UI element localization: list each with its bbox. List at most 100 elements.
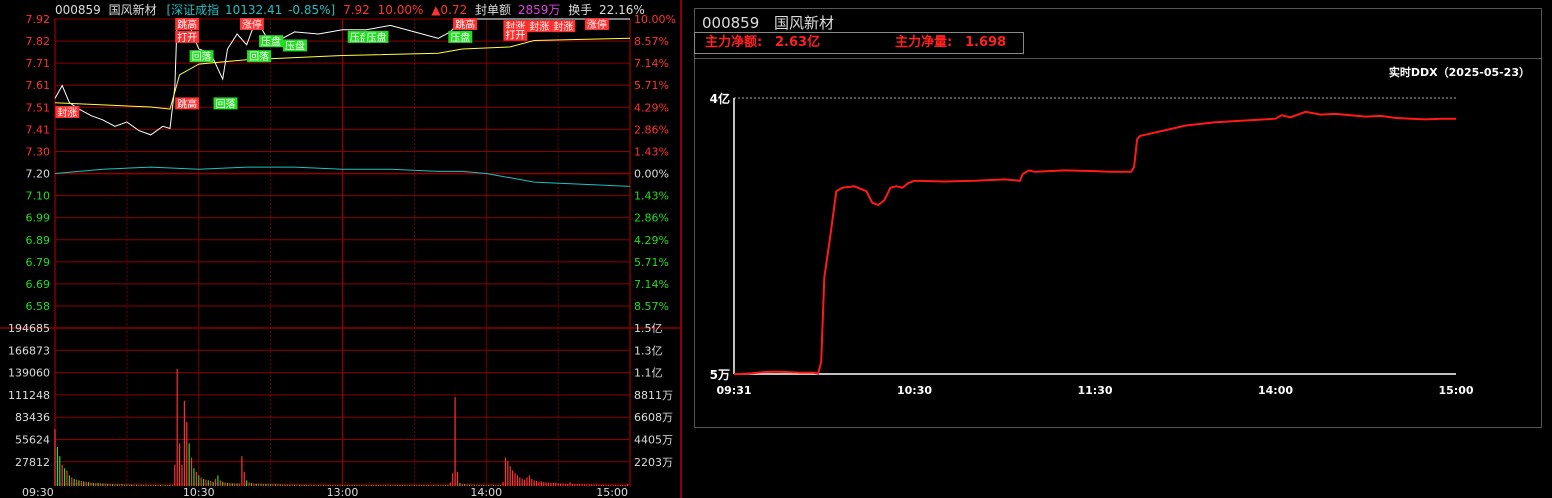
annotation-tag-label: 封涨 <box>529 20 549 33</box>
annotation-tag-bg <box>453 18 478 30</box>
annotation-tag-label: 封涨 <box>553 20 573 33</box>
annotation-tag-label: 涨停 <box>242 18 262 31</box>
last-price: 7.92 <box>343 3 370 17</box>
volume-tick-label: 83436 <box>15 411 50 424</box>
ddx-plot-area: 实时DDX（2025-05-23） 4亿 5万 09:31 10:30 11:30 14:0… <box>710 65 1530 397</box>
annotation-tag: 封涨 <box>527 20 552 33</box>
ddx-x-tick-label: 15:00 <box>1438 384 1473 397</box>
price-tick-label: 6.79 <box>26 256 51 269</box>
intraday-header: 000859 国风新材 [深证成指 10132.41 -0.85%] 7.92 … <box>55 2 645 17</box>
annotation-tag: 涨停 <box>239 18 264 31</box>
annotation-tag: 跳高 <box>175 18 200 31</box>
price-change: ▲0.72 <box>431 3 467 17</box>
stock-name: 国风新材 <box>109 2 157 17</box>
price-tick-label: 7.51 <box>26 101 51 114</box>
price-tick-label: 6.58 <box>26 300 51 313</box>
turnover-label: 换手 <box>568 3 592 17</box>
ddx-header: 000859 国风新材 <box>702 12 834 33</box>
annotation-tag: 跳高 <box>175 97 200 110</box>
index-name: [深证成指 <box>166 2 219 17</box>
annotation-tag-bg <box>259 35 284 48</box>
time-tick-label: 13:00 <box>327 486 359 498</box>
time-tick-label: 09:30 <box>22 486 54 498</box>
volume-tick-label: 194685 <box>8 322 50 335</box>
price-tick-label: 7.10 <box>26 190 51 203</box>
annotation-tag-label: 跳高 <box>177 97 197 110</box>
annotation-tag: 压盘 <box>448 30 473 44</box>
net-volume-value: 1.698 <box>965 35 1007 50</box>
amount-tick-label: 2203万 <box>634 456 673 469</box>
ddx-title: 实时DDX（2025-05-23） <box>1389 65 1530 79</box>
annotation-tag: 回落 <box>247 50 272 63</box>
annotation-tag-bg <box>175 18 200 30</box>
annotation-tag-bg <box>364 30 389 43</box>
pct-tick-label: 2.86% <box>634 212 669 225</box>
annotation-tag-label: 压盘 <box>366 31 386 44</box>
net-amount-value: 2.63亿 <box>775 35 821 50</box>
annotation-tag-label: 回落 <box>192 51 212 63</box>
price-axis: 7.92 7.82 7.71 7.61 7.51 7.41 7.30 7.20 7.10 6.99… <box>26 13 51 313</box>
pct-tick-label: 7.14% <box>634 278 669 291</box>
pct-tick-label: 7.14% <box>634 57 669 70</box>
pct-tick-label: 0.00% <box>634 168 669 181</box>
amount-tick-label: 6608万 <box>634 411 673 424</box>
annotation-tag-bg <box>527 20 552 33</box>
ddx-x-tick-label: 09:31 <box>716 384 751 397</box>
ddx-summary: 主力净额: 2.63亿 主力净量: 1.698 <box>694 32 1024 54</box>
intraday-background <box>0 0 680 498</box>
volume-bars <box>54 368 629 486</box>
net-volume-label: 主力净量: <box>895 35 953 50</box>
volume-tick-label: 111248 <box>8 389 50 402</box>
ddx-stock-code: 000859 <box>702 14 760 32</box>
price-tick-label: 6.69 <box>26 278 51 291</box>
amount-tick-label: 1.3亿 <box>634 344 663 357</box>
index-change: -0.85%] <box>288 3 335 17</box>
pct-tick-label: 5.71% <box>634 79 669 92</box>
annotation-tag: 打开 <box>503 28 528 42</box>
annotation-tag-label: 封涨 <box>57 106 77 119</box>
ddx-x-tick-label: 10:30 <box>897 384 932 397</box>
price-tick-label: 6.89 <box>26 234 51 247</box>
pct-tick-label: 2.86% <box>634 123 669 136</box>
intraday-grid <box>0 18 680 486</box>
annotation-tag-bg <box>213 97 238 110</box>
ddx-line <box>734 110 1456 375</box>
ddx-y-bottom-label: 5万 <box>710 368 730 382</box>
price-tick-label: 7.82 <box>26 35 51 48</box>
annotation-tag-label: 回落 <box>249 51 269 63</box>
annotation-tag-bg <box>551 20 576 33</box>
annotation-tag-bg <box>448 30 473 43</box>
pct-tick-label: 8.57% <box>634 35 669 48</box>
annotation-tag-label: 打开 <box>505 29 525 42</box>
price-tick-label: 7.71 <box>26 57 51 70</box>
pct-tick-label: 10.00% <box>634 13 676 26</box>
ddx-frame <box>694 8 1542 428</box>
amount-tick-label: 4405万 <box>634 434 673 447</box>
annotation-tag-label: 涨停 <box>587 18 607 31</box>
intraday-chart-panel[interactable]: 000859 国风新材 [深证成指 10132.41 -0.85%] 7.92 … <box>0 0 680 498</box>
average-price-line <box>54 37 631 110</box>
turnover-value: 22.16% <box>599 3 645 17</box>
volume-tick-label: 139060 <box>8 367 50 380</box>
price-tick-label: 7.30 <box>26 145 51 158</box>
time-tick-label: 10:30 <box>183 486 215 498</box>
annotation-tag: 跳高 <box>453 18 478 31</box>
panel-divider <box>680 0 682 498</box>
ddx-x-tick-label: 14:00 <box>1258 384 1293 397</box>
time-tick-label: 15:00 <box>596 486 628 498</box>
volume-tick-label: 27812 <box>15 456 50 469</box>
stock-title: 000859 国风新材 [深证成指 10132.41 -0.85%] 7.92 … <box>55 2 645 17</box>
pct-tick-label: 8.57% <box>634 300 669 313</box>
price-tick-label: 7.41 <box>26 123 51 136</box>
ddx-x-tick-label: 11:30 <box>1077 384 1112 397</box>
index-value: 10132.41 <box>225 3 282 17</box>
amount-tick-label: 1.5亿 <box>634 322 663 335</box>
index-line <box>54 166 631 187</box>
price-line <box>54 17 630 136</box>
ddx-chart[interactable]: 实时DDX（2025-05-23） 4亿 5万 09:31 10:30 11:30 14:0… <box>694 58 1542 428</box>
annotation-tag-bg <box>189 50 214 63</box>
seal-label: 封单额 <box>475 3 511 17</box>
annotation-tag-bg <box>55 106 80 119</box>
time-axis: 09:30 10:30 13:00 14:00 15:00 <box>22 486 628 498</box>
volume-tick-label: 55624 <box>15 434 50 447</box>
